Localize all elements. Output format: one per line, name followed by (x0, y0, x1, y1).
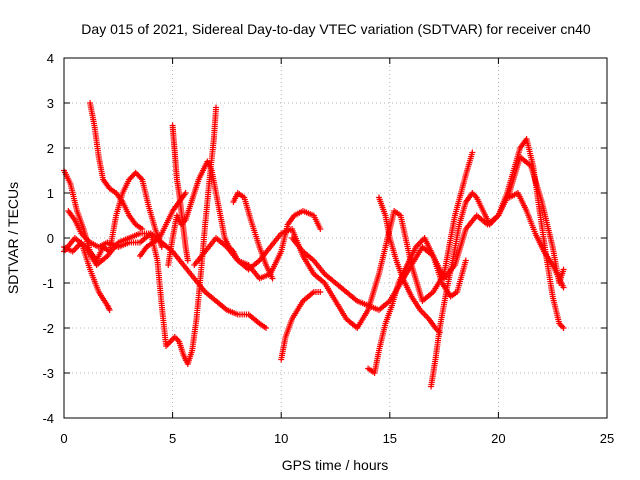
series-sat-m (428, 136, 567, 390)
x-axis-label: GPS time / hours (282, 457, 389, 473)
data-point (135, 172, 142, 179)
data-point (262, 325, 269, 331)
y-tick-label: -1 (42, 276, 54, 291)
y-tick-label: -4 (42, 411, 54, 426)
data-point (317, 289, 324, 295)
y-tick-label: 2 (47, 141, 54, 156)
series-sat-h (278, 289, 324, 363)
data-point (184, 257, 191, 264)
series-sat-b (87, 100, 146, 232)
axis-ticks: 0 5 10 15 20 25 -4 -3 -2 -1 0 1 2 3 4 (42, 51, 614, 446)
data-point (132, 169, 139, 176)
data-point (317, 226, 324, 232)
data-point (469, 149, 476, 156)
x-tick-label: 5 (169, 431, 176, 446)
data-point (136, 173, 143, 180)
data-point (127, 175, 134, 182)
x-tick-label: 25 (600, 431, 614, 446)
series-sat-p (137, 190, 189, 259)
plot-frame (63, 57, 608, 419)
y-tick-label: -2 (42, 321, 54, 336)
data-point (560, 325, 567, 331)
y-tick-label: 3 (47, 96, 54, 111)
series-sat-l (375, 194, 443, 336)
data-point (133, 171, 140, 178)
x-tick-label: 0 (60, 431, 67, 446)
data-point (126, 176, 133, 183)
data-point (462, 257, 469, 264)
data-point (269, 275, 276, 282)
chart-title: Day 015 of 2021, Sidereal Day-to-day VTE… (81, 21, 591, 37)
x-tick-label: 15 (383, 431, 397, 446)
series-sat-e (65, 104, 220, 367)
y-tick-label: -3 (42, 366, 54, 381)
y-tick-label: 1 (47, 186, 54, 201)
series-sat-n (506, 190, 567, 291)
series-sat-i (230, 190, 276, 282)
data-points (61, 100, 567, 390)
data-point (130, 172, 137, 179)
y-tick-label: 0 (47, 231, 54, 246)
series-sat-j (289, 154, 567, 313)
grid-lines (64, 58, 607, 418)
series-sat-g (191, 149, 476, 331)
y-axis-label: SDTVAR / TECUs (5, 182, 21, 294)
x-tick-label: 20 (491, 431, 505, 446)
data-point (182, 190, 189, 196)
data-point (213, 104, 220, 111)
series-sat-o (169, 122, 191, 264)
y-tick-label: 4 (47, 51, 54, 66)
data-point (560, 266, 567, 273)
data-point (106, 307, 113, 313)
x-tick-label: 10 (274, 431, 288, 446)
data-point (560, 284, 567, 291)
series-sat-a (61, 167, 165, 264)
data-point (137, 175, 144, 182)
data-point (128, 173, 135, 180)
